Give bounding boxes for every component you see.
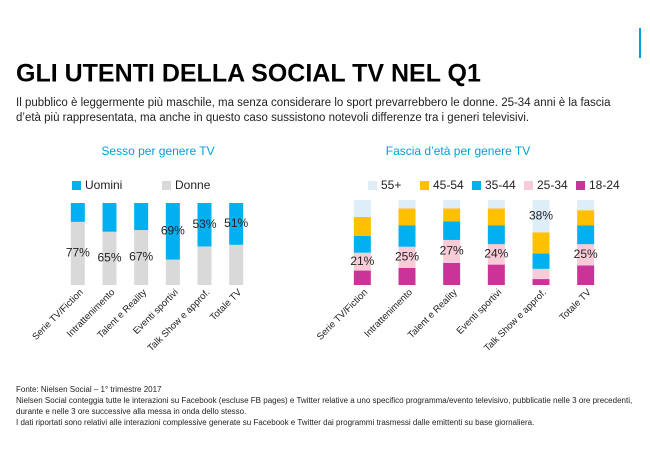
bar-segment [577,210,595,226]
value-label: 24% [484,247,508,261]
x-tick-label: Totale TV [558,287,595,324]
bar-segment [229,244,244,285]
subtitle-line: Il pubblico è leggermente più maschile, … [16,97,611,109]
value-label: 21% [350,254,374,268]
bar-segment [577,200,595,211]
bar-segment [532,279,550,285]
value-label: 27% [440,244,464,258]
chart-title: Fascia d’età per genere TV [386,144,531,158]
value-label: 65% [97,251,121,265]
value-label: 25% [395,250,419,264]
bar-segment [443,262,461,285]
x-tick-label: Totale TV [208,287,245,324]
chart-title: Sesso per genere TV [101,144,214,158]
bar-segment [398,246,416,268]
legend-swatch [420,181,429,190]
bar-segment [229,203,244,245]
x-tick-label: Serie TV/Fiction [315,287,370,342]
bar-segment [577,244,595,266]
bar-segment [353,270,371,285]
footnote: durante e nelle 3 ore successive alla me… [16,407,246,416]
legend-label: 45-54 [433,178,464,192]
bar-segment [70,221,85,285]
bar-segment [443,208,461,222]
bar-segment [532,232,550,254]
legend-swatch [524,181,533,190]
bar-segment [398,200,416,209]
legend-swatch [162,181,171,190]
value-label: 25% [574,247,598,261]
bar-segment [398,225,416,247]
bar-segment [353,235,371,253]
legend-label: 55+ [381,178,401,192]
legend-swatch [368,181,377,190]
bar-segment [165,203,180,260]
bar-segment [487,264,505,285]
bar-segment [70,203,85,222]
bar-segment [102,203,117,232]
legend-label: Donne [175,178,211,192]
legend-swatch [472,181,481,190]
legend-label: 35-44 [485,178,516,192]
bar-segment [487,244,505,265]
x-tick-label: Eventi sportivi [455,287,505,337]
bar-segment [398,268,416,285]
footnote: I dati riportati sono relativi alle inte… [16,418,534,427]
bar-segment [353,200,371,217]
bar-segment [487,208,505,226]
bar-segment [134,230,149,285]
bar-segment [443,221,461,240]
value-label: 69% [161,223,185,237]
bar-segment [102,231,117,285]
bar-segment [577,225,595,245]
value-label: 53% [192,217,216,231]
value-label: 77% [66,246,90,260]
legend-label: 18-24 [589,178,620,192]
bar-segment [197,203,212,247]
value-label: 67% [129,250,153,264]
subtitle-line: d’età più rappresentata, ma anche in que… [16,112,529,124]
footnote: Nielsen Social conteggia tutte le intera… [16,396,632,405]
bar-segment [398,208,416,226]
bar-segment [577,265,595,285]
bar-segment [443,239,461,263]
bar-segment [532,200,550,233]
bar-segment [353,252,371,271]
bar-segment [197,246,212,285]
bar-segment [487,225,505,245]
legend-swatch [72,181,81,190]
footnote: Fonte: Nielsen Social – 1° trimestre 201… [16,385,162,394]
value-label: 38% [529,208,553,222]
legend-label: Uomini [85,178,122,192]
legend-swatch [576,181,585,190]
bar-segment [532,253,550,269]
value-label: 51% [224,216,248,230]
legend-label: 25-34 [537,178,568,192]
bar-segment [353,217,371,236]
bar-segment [443,200,461,209]
bar-segment [532,268,550,280]
bar-segment [487,200,505,209]
bar-segment [134,203,149,231]
x-tick-label: Talk Show e approf. [146,287,213,354]
bar-segment [165,259,180,285]
slide-title: GLI UTENTI DELLA SOCIAL TV NEL Q1 [16,60,481,88]
